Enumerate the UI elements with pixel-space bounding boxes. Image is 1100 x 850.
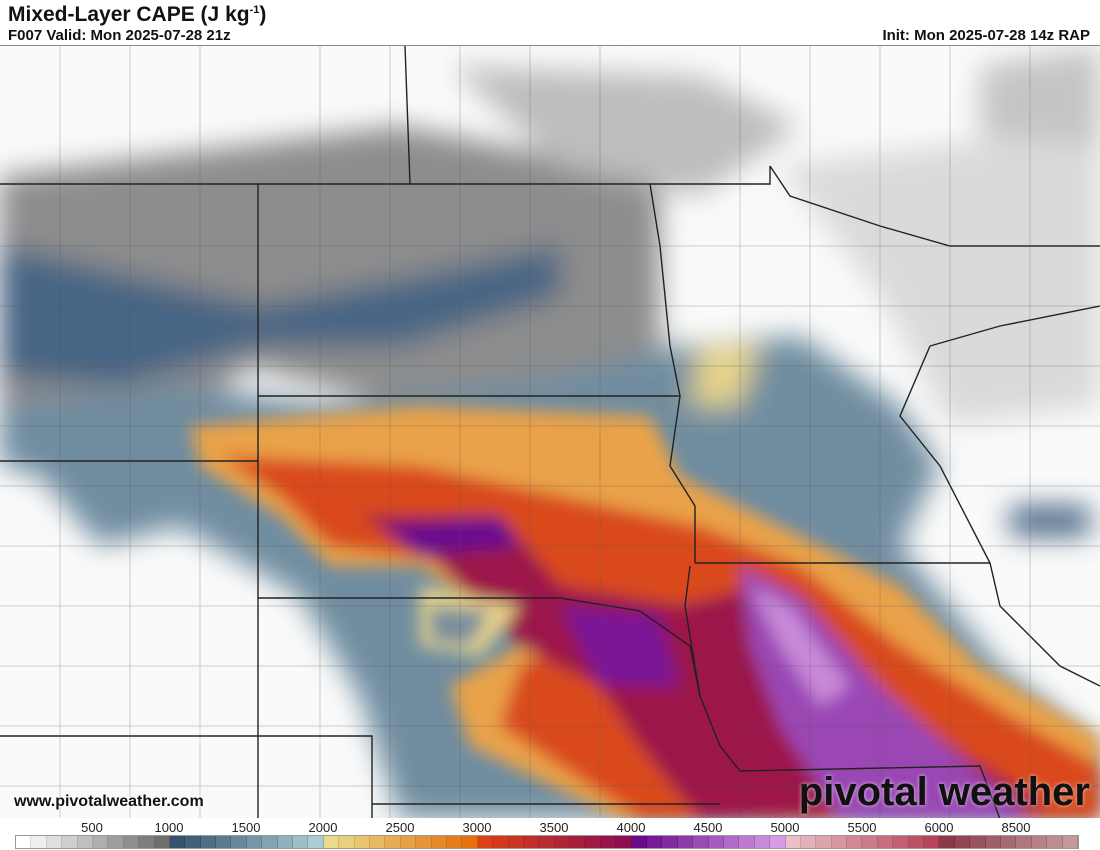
colorbar-swatch <box>662 836 678 848</box>
colorbar-swatch <box>847 836 863 848</box>
colorbar-swatch <box>647 836 663 848</box>
colorbar-swatch <box>723 836 740 848</box>
colorbar-swatch <box>785 836 801 848</box>
colorbar-tick-label: 2500 <box>385 820 415 835</box>
colorbar-swatch <box>523 836 540 848</box>
colorbar-swatch <box>954 836 971 848</box>
colorbar-swatch <box>493 836 509 848</box>
map-title: Mixed-Layer CAPE (J kg-1) <box>8 3 266 27</box>
colorbar-tick-label: 4000 <box>616 820 646 835</box>
pivotal-weather-logo: pivotal weather <box>798 770 1090 814</box>
colorbar-swatch <box>939 836 955 848</box>
colorbar-swatch <box>924 836 940 848</box>
colorbar-swatch <box>1062 836 1078 848</box>
colorbar-swatch <box>123 836 140 848</box>
colorbar-swatch <box>246 836 263 848</box>
colorbar-swatch <box>139 836 155 848</box>
colorbar-swatch <box>46 836 63 848</box>
colorbar-swatch <box>108 836 124 848</box>
colorbar-swatch <box>831 836 848 848</box>
colorbar-swatch <box>1047 836 1063 848</box>
colorbar-tick-label: 5000 <box>770 820 800 835</box>
colorbar-swatch <box>92 836 109 848</box>
colorbar-swatch <box>308 836 324 848</box>
colorbar-swatch <box>708 836 724 848</box>
colorbar-tick-label: 1500 <box>231 820 261 835</box>
colorbar-swatch <box>877 836 894 848</box>
colorbar-swatch <box>154 836 170 848</box>
colorbar-swatch <box>77 836 93 848</box>
valid-time: F007 Valid: Mon 2025-07-28 21z <box>8 27 231 44</box>
colorbar-tick-label: 3500 <box>539 820 569 835</box>
colorbar-swatch <box>754 836 771 848</box>
county-borders <box>0 46 1100 819</box>
colorbar-swatch <box>1016 836 1032 848</box>
colorbar-swatch <box>970 836 986 848</box>
title-superscript: -1 <box>249 4 260 16</box>
colorbar-swatch <box>262 836 278 848</box>
colorbar-swatch <box>677 836 694 848</box>
colorbar-swatch <box>16 836 32 848</box>
title-text: Mixed-Layer CAPE (J kg <box>8 3 250 26</box>
colorbar-swatch <box>169 836 186 848</box>
colorbar-swatch <box>62 836 78 848</box>
colorbar-swatch <box>200 836 217 848</box>
colorbar-swatch <box>816 836 832 848</box>
colorbar-swatch <box>185 836 201 848</box>
title-close: ) <box>259 3 267 26</box>
colorbar-ticks: 500 1000 1500 2000 2500 3000 3500 4000 4500 5000 5… <box>0 820 1100 835</box>
colorbar-swatch <box>446 836 463 848</box>
colorbar-swatch <box>800 836 817 848</box>
colorbar-swatch <box>477 836 494 848</box>
colorbar-swatch <box>585 836 601 848</box>
website-url[interactable]: www.pivotalweather.com <box>14 793 204 810</box>
init-time: Init: Mon 2025-07-28 14z RAP <box>882 27 1090 44</box>
colorbar-swatch <box>862 836 878 848</box>
colorbar-swatch <box>508 836 524 848</box>
colorbar-tick-label: 8500 <box>1001 820 1031 835</box>
colorbar-swatch <box>462 836 478 848</box>
colorbar-swatch <box>554 836 571 848</box>
colorbar-swatches <box>15 835 1079 849</box>
colorbar-tick-label: 4500 <box>693 820 723 835</box>
colorbar-tick-label: 3000 <box>462 820 492 835</box>
colorbar-tick-label: 1000 <box>154 820 184 835</box>
colorbar-swatch <box>600 836 617 848</box>
colorbar-swatch <box>985 836 1001 848</box>
colorbar-swatch <box>293 836 309 848</box>
colorbar-swatch <box>739 836 755 848</box>
colorbar-swatch <box>693 836 709 848</box>
colorbar-swatch <box>416 836 432 848</box>
colorbar-tick-label: 5500 <box>847 820 877 835</box>
colorbar-swatch <box>431 836 447 848</box>
colorbar-swatch <box>616 836 632 848</box>
colorbar-tick-label: 2000 <box>308 820 338 835</box>
colorbar-swatch <box>385 836 401 848</box>
cape-map: www.pivotalweather.com pivotal weather <box>0 45 1100 819</box>
colorbar-swatch <box>231 836 247 848</box>
colorbar-tick-label: 500 <box>81 820 103 835</box>
colorbar-swatch <box>539 836 555 848</box>
colorbar-swatch <box>339 836 355 848</box>
cape-field <box>0 46 1100 819</box>
colorbar: 500 1000 1500 2000 2500 3000 3500 4000 4500 5000 5… <box>0 818 1100 850</box>
colorbar-swatch <box>893 836 909 848</box>
colorbar-swatch <box>570 836 586 848</box>
colorbar-swatch <box>216 836 232 848</box>
colorbar-swatch <box>400 836 417 848</box>
colorbar-swatch <box>277 836 294 848</box>
colorbar-swatch <box>31 836 47 848</box>
colorbar-swatch <box>354 836 370 848</box>
colorbar-swatch <box>631 836 648 848</box>
colorbar-swatch <box>369 836 386 848</box>
colorbar-tick-label: 6000 <box>924 820 954 835</box>
colorbar-swatch <box>1001 836 1017 848</box>
colorbar-swatch <box>323 836 340 848</box>
colorbar-swatch <box>1031 836 1048 848</box>
colorbar-swatch <box>770 836 786 848</box>
colorbar-swatch <box>908 836 925 848</box>
